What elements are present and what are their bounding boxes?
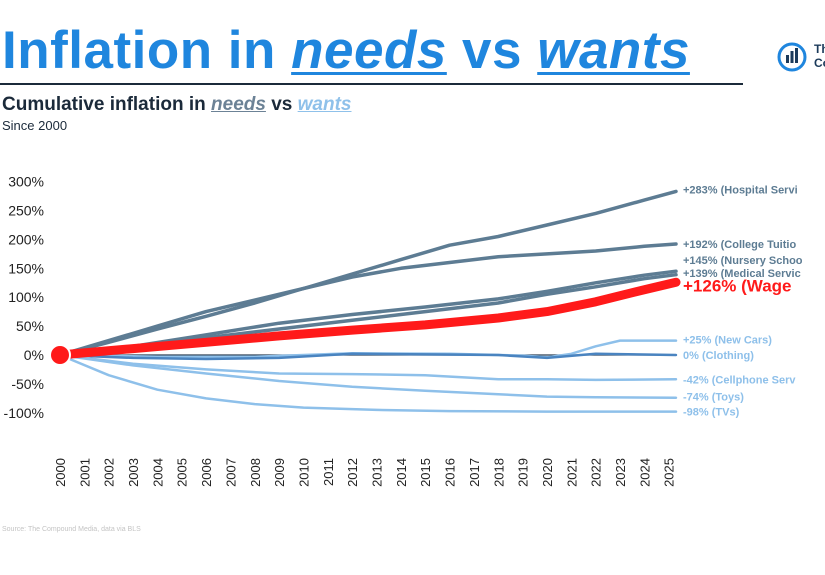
logo-text-line1: Th (814, 42, 825, 56)
chart-title: Cumulative inflation in needs vs wants (2, 94, 352, 116)
series-line (58, 353, 678, 382)
logo-text: ThCo (814, 42, 825, 70)
x-tick-label: 2020 (540, 458, 555, 487)
x-tick-label: 2025 (662, 458, 677, 487)
series-label: 0% (Clothing) (683, 350, 754, 362)
x-tick-label: 2021 (564, 458, 579, 487)
chart-title-needs: needs (211, 94, 266, 115)
series-label: +126% (Wage (683, 277, 792, 296)
x-tick-label: 2013 (370, 458, 385, 487)
series-label: +283% (Hospital Servi (683, 185, 798, 197)
title-text-1: Inflation in (2, 21, 292, 80)
x-tick-label: 2019 (516, 458, 531, 487)
x-tick-label: 2006 (199, 458, 214, 487)
x-tick-label: 2010 (296, 458, 311, 487)
series-label: +139% (Medical Servic (683, 268, 801, 280)
logo-text-line2: Co (814, 56, 825, 70)
series-line (58, 353, 678, 400)
y-tick-label: -100% (4, 405, 44, 421)
title-wants: wants (537, 21, 690, 80)
x-tick-label: 2012 (345, 458, 360, 487)
title-text-vs: vs (446, 21, 538, 80)
series-line (58, 353, 678, 413)
series-label: -74% (Toys) (683, 392, 744, 404)
series-line (58, 189, 678, 357)
x-tick-label: 2004 (150, 458, 165, 487)
x-tick-label: 2002 (102, 458, 117, 487)
x-tick-label: 2024 (637, 458, 652, 487)
chart-title-wants: wants (297, 94, 352, 115)
compound-logo-icon (777, 42, 807, 72)
series-label: -42% (Cellphone Serv (683, 374, 796, 386)
series-label: +145% (Nursery Schoo (683, 255, 803, 267)
y-tick-label: -50% (11, 376, 44, 392)
x-tick-label: 2011 (321, 458, 336, 486)
series-line (55, 277, 681, 360)
chart-subtitle: Since 2000 (2, 118, 68, 133)
y-tick-label: 100% (8, 289, 44, 305)
series-label: -98% (TVs) (683, 407, 740, 419)
chart-title-prefix: Cumulative inflation in (2, 94, 212, 115)
x-tick-label: 2014 (394, 458, 409, 487)
y-tick-label: 200% (8, 231, 44, 247)
series-line (58, 242, 678, 357)
x-tick-label: 2001 (77, 458, 92, 487)
x-tick-label: 2009 (272, 458, 287, 487)
x-tick-label: 2018 (491, 458, 506, 487)
series-label: +25% (New Cars) (683, 334, 772, 346)
x-tick-label: 2022 (589, 458, 604, 487)
title-rule (0, 83, 743, 85)
y-tick-label: 50% (16, 318, 44, 334)
series-label: +192% (College Tuitio (683, 239, 796, 251)
series-line (58, 269, 678, 357)
title-needs: needs (291, 21, 447, 80)
source-note: Source: The Compound Media, data via BLS (2, 526, 141, 533)
x-tick-label: 2003 (126, 458, 141, 487)
y-tick-label: 250% (8, 203, 44, 219)
y-tick-label: 300% (8, 174, 44, 190)
chart-title-vs: vs (265, 94, 298, 115)
series-line (58, 352, 678, 361)
x-tick-label: 2017 (467, 458, 482, 487)
x-tick-label: 2000 (53, 458, 68, 487)
origin-marker (49, 344, 71, 366)
main-title: Inflation in needs vs wants (2, 20, 690, 81)
x-tick-label: 2007 (223, 458, 238, 487)
x-tick-label: 2023 (613, 458, 628, 487)
y-tick-label: 0% (24, 347, 44, 363)
x-tick-label: 2016 (443, 458, 458, 487)
x-tick-label: 2015 (418, 458, 433, 487)
x-tick-label: 2005 (175, 458, 190, 487)
y-tick-label: 150% (8, 260, 44, 276)
x-tick-label: 2008 (248, 458, 263, 487)
